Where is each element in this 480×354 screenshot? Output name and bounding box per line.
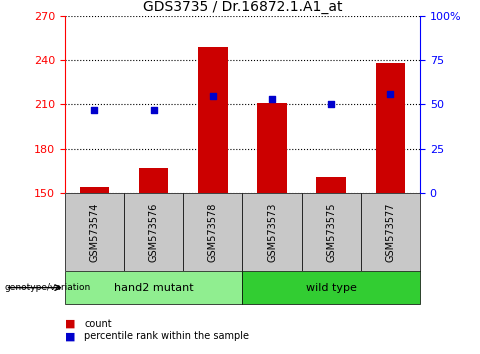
- Bar: [301, 193, 361, 271]
- Text: ■: ■: [65, 331, 75, 341]
- Text: genotype/variation: genotype/variation: [5, 283, 91, 292]
- Text: GSM573574: GSM573574: [89, 202, 99, 262]
- Text: percentile rank within the sample: percentile rank within the sample: [84, 331, 249, 341]
- Point: [327, 102, 335, 107]
- Text: count: count: [84, 319, 112, 329]
- Text: GSM573573: GSM573573: [267, 202, 277, 262]
- Bar: [316, 177, 346, 193]
- Text: ■: ■: [65, 319, 75, 329]
- Point: [91, 107, 98, 113]
- Text: GSM573575: GSM573575: [326, 202, 336, 262]
- Bar: [124, 193, 183, 271]
- Text: GSM573576: GSM573576: [149, 202, 158, 262]
- Bar: [198, 47, 228, 193]
- Bar: [361, 193, 420, 271]
- Bar: [183, 193, 242, 271]
- Point: [150, 107, 157, 113]
- Text: GSM573577: GSM573577: [385, 202, 396, 262]
- Text: wild type: wild type: [306, 282, 357, 293]
- Bar: [65, 193, 124, 271]
- Point: [268, 96, 276, 102]
- Text: GSM573578: GSM573578: [208, 202, 218, 262]
- Point: [386, 91, 394, 97]
- Bar: [80, 187, 109, 193]
- Title: GDS3735 / Dr.16872.1.A1_at: GDS3735 / Dr.16872.1.A1_at: [143, 0, 342, 13]
- Bar: [242, 193, 301, 271]
- Point: [209, 93, 216, 98]
- Bar: [139, 168, 168, 193]
- Bar: [376, 63, 405, 193]
- Bar: [65, 271, 242, 304]
- Bar: [257, 103, 287, 193]
- Text: hand2 mutant: hand2 mutant: [114, 282, 193, 293]
- Bar: [242, 271, 420, 304]
